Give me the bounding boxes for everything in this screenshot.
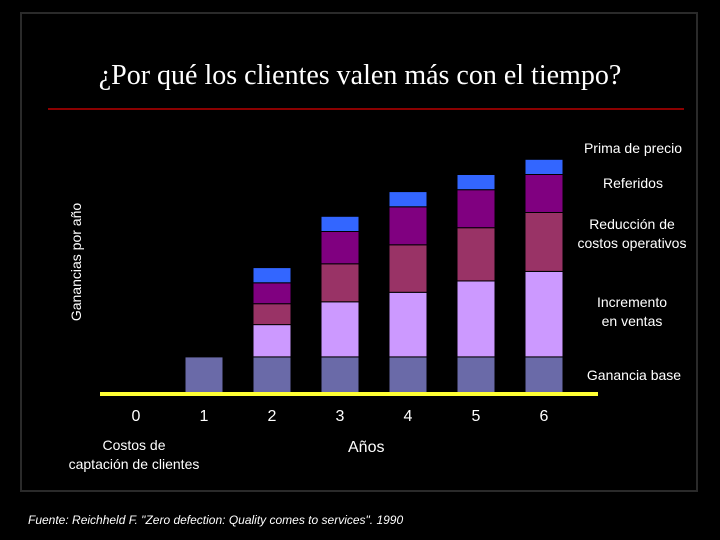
bar-referidos-year-3 — [320, 231, 360, 265]
bar-ventas-year-5 — [456, 280, 496, 358]
bar-ventas-year-3 — [320, 301, 360, 358]
legend-referidos: Referidos — [576, 174, 690, 193]
bar-referidos-year-5 — [456, 189, 496, 229]
legend-label: Referidos — [603, 175, 663, 191]
x-tick-label: 4 — [404, 408, 413, 425]
acquisition-cost-label: Costos de captación de clientes — [56, 436, 212, 474]
acquisition-cost-line-2: captación de clientes — [68, 456, 200, 472]
x-axis-label: Años — [348, 439, 385, 456]
bar-costos-year-4 — [388, 244, 428, 293]
bar-base-year-5 — [456, 356, 496, 394]
legend-label-line-2: en ventas — [601, 313, 663, 329]
bar-prima-year-3 — [320, 215, 360, 233]
bar-costos-year-6 — [524, 212, 564, 272]
bar-ventas-year-4 — [388, 291, 428, 358]
x-tick-group: 0 1 2 3 4 5 6 — [132, 408, 549, 425]
bar-prima-year-2 — [252, 267, 292, 284]
bar-prima-year-5 — [456, 174, 496, 191]
bar-referidos-year-6 — [524, 174, 564, 213]
bar-base-year-1 — [184, 356, 224, 394]
bar-costos-year-5 — [456, 227, 496, 282]
y-axis-label: Ganancias por año — [68, 202, 84, 322]
x-tick-label: 2 — [268, 408, 277, 425]
bar-costos-year-2 — [252, 303, 292, 326]
legend-label-line-1: Incremento — [596, 294, 668, 310]
legend-reduccion-costos: Reducción de costos operativos — [562, 215, 702, 253]
bar-costos-year-3 — [320, 263, 360, 303]
slide-border — [20, 12, 698, 492]
bar-ventas-year-2 — [252, 324, 292, 358]
legend-prima-de-precio: Prima de precio — [566, 139, 700, 158]
page-title: ¿Por qué los clientes valen más con el t… — [98, 60, 622, 91]
legend-ganancia-base: Ganancia base — [572, 366, 696, 385]
x-tick-label: 1 — [200, 408, 209, 425]
bar-base-year-6 — [524, 356, 564, 394]
x-tick-label: 5 — [472, 408, 481, 425]
legend-incremento-ventas: Incremento en ventas — [572, 293, 692, 331]
bar-ventas-year-6 — [524, 270, 564, 358]
legend-label: Ganancia base — [586, 367, 682, 383]
bar-base-year-3 — [320, 356, 360, 394]
acquisition-cost-line-1: Costos de — [102, 437, 166, 453]
title-underline — [48, 108, 684, 110]
bar-prima-year-4 — [388, 191, 428, 208]
bar-referidos-year-2 — [252, 282, 292, 305]
bar-group — [184, 158, 564, 394]
x-tick-label: 0 — [132, 408, 141, 425]
legend-label-line-1: Reducción de — [589, 216, 675, 232]
bar-prima-year-6 — [524, 158, 564, 176]
bar-referidos-year-4 — [388, 206, 428, 246]
legend-label: Prima de precio — [583, 140, 683, 156]
bar-base-year-2 — [252, 356, 292, 394]
source-citation: Fuente: Reichheld F. "Zero defection: Qu… — [28, 513, 404, 527]
x-tick-label: 6 — [540, 408, 549, 425]
x-tick-label: 3 — [336, 408, 345, 425]
bar-base-year-4 — [388, 356, 428, 394]
legend-label-line-2: costos operativos — [577, 235, 687, 251]
